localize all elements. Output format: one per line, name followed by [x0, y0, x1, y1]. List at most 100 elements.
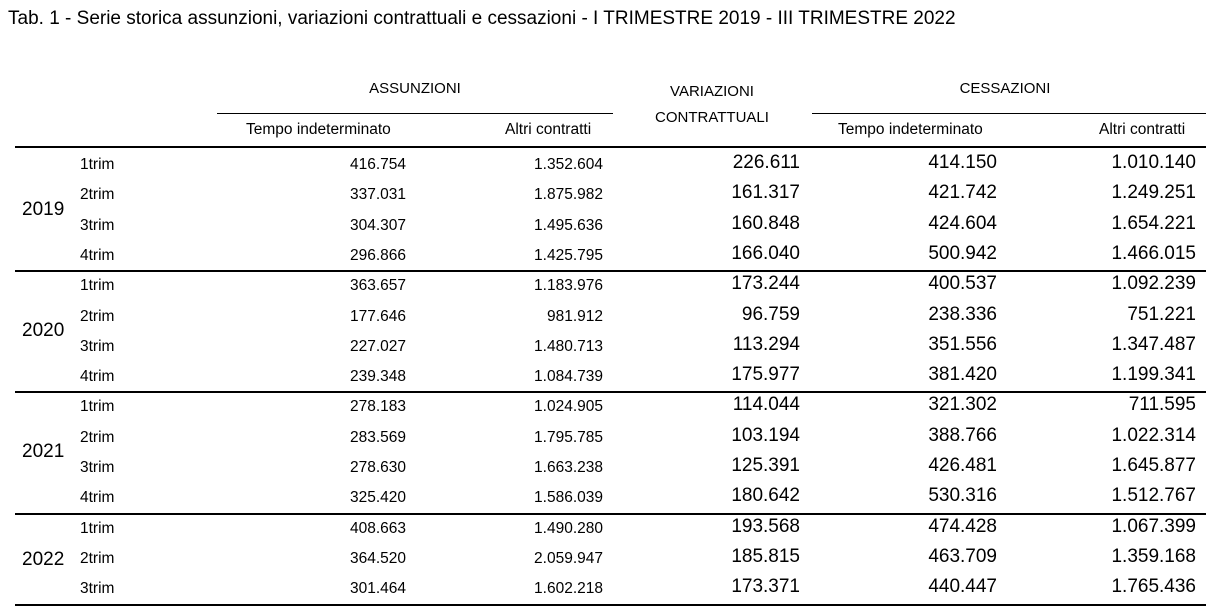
row-quarter: 2trim: [80, 428, 115, 446]
row-quarter: 3trim: [80, 216, 115, 234]
year-label: 2021: [22, 441, 65, 462]
cell-ass-tempo-indeterminato: 408.663: [349, 519, 406, 537]
cell-ces-tempo-indeterminato: 321.302: [928, 394, 997, 416]
cell-ass-tempo-indeterminato: 278.630: [349, 459, 406, 476]
cell-ass-tempo-indeterminato: 296.866: [349, 246, 406, 264]
cell-ces-altri-contratti: 711.595: [1128, 394, 1196, 416]
cell-variazioni: 185.815: [731, 545, 800, 567]
cell-ass-altri-contratti: 1.183.976: [534, 277, 603, 295]
cell-ass-tempo-indeterminato: 416.754: [349, 156, 406, 173]
row-quarter: 2trim: [80, 307, 115, 325]
cell-variazioni: 103.194: [731, 424, 800, 446]
cell-ces-altri-contratti: 1.359.168: [1111, 545, 1196, 567]
cell-ces-altri-contratti: 1.645.877: [1111, 455, 1196, 476]
cell-variazioni: 114.044: [732, 394, 800, 416]
header-assunzioni: ASSUNZIONI: [369, 80, 461, 97]
year-label: 2022: [22, 549, 65, 571]
header-variazioni-line1: VARIAZIONI: [670, 83, 754, 100]
header-cessazioni: CESSAZIONI: [959, 80, 1051, 97]
cell-variazioni: 175.977: [731, 364, 800, 386]
cell-ces-altri-contratti: 1.512.767: [1111, 485, 1196, 507]
cell-variazioni: 113.294: [732, 333, 800, 355]
cell-ces-tempo-indeterminato: 424.604: [928, 212, 997, 234]
cessazioni-underline: [812, 113, 1206, 114]
year-separator: [15, 391, 1206, 394]
cell-ass-tempo-indeterminato: 337.031: [349, 186, 406, 204]
row-quarter: 1trim: [80, 398, 115, 416]
cell-ass-altri-contratti: 1.495.636: [534, 216, 603, 234]
cell-ass-tempo-indeterminato: 364.520: [349, 549, 406, 567]
row-quarter: 1trim: [80, 156, 115, 173]
cell-variazioni: 173.244: [731, 273, 800, 295]
cell-ces-tempo-indeterminato: 530.316: [928, 485, 997, 507]
cell-ass-altri-contratti: 2.059.947: [534, 549, 603, 567]
cell-ass-tempo-indeterminato: 239.348: [349, 368, 406, 386]
cell-ass-tempo-indeterminato: 177.646: [349, 307, 406, 325]
header-ces-tempo-indeterminato: Tempo indeterminato: [838, 121, 983, 138]
header-ass-altri-contratti: Altri contratti: [505, 121, 592, 138]
cell-ces-tempo-indeterminato: 400.537: [928, 273, 997, 295]
row-quarter: 4trim: [80, 489, 115, 507]
cell-ass-altri-contratti: 1.352.604: [534, 156, 603, 173]
cell-ces-tempo-indeterminato: 421.742: [928, 182, 997, 204]
cell-ass-altri-contratti: 1.425.795: [534, 246, 603, 264]
cell-ass-altri-contratti: 1.795.785: [534, 428, 603, 446]
table-title: Tab. 1 - Serie storica assunzioni, varia…: [8, 8, 956, 29]
cell-variazioni: 173.371: [731, 576, 800, 598]
cell-ces-tempo-indeterminato: 474.428: [928, 515, 997, 537]
row-quarter: 2trim: [80, 549, 115, 567]
cell-ass-altri-contratti: 981.912: [546, 307, 603, 325]
cell-ass-tempo-indeterminato: 227.027: [349, 337, 406, 355]
cell-ass-altri-contratti: 1.602.218: [534, 580, 603, 598]
cell-ces-altri-contratti: 1.022.314: [1111, 424, 1196, 446]
cell-variazioni: 166.040: [731, 242, 800, 264]
row-quarter: 2trim: [80, 186, 115, 204]
row-quarter: 1trim: [80, 277, 115, 295]
cell-ass-altri-contratti: 1.084.739: [534, 368, 603, 386]
cell-ces-tempo-indeterminato: 381.420: [928, 364, 997, 386]
cell-ces-tempo-indeterminato: 440.447: [928, 576, 997, 598]
cell-ass-tempo-indeterminato: 363.657: [349, 277, 406, 295]
row-quarter: 1trim: [80, 519, 115, 537]
cell-variazioni: 226.611: [732, 152, 800, 173]
row-quarter: 4trim: [80, 368, 115, 386]
cell-ces-tempo-indeterminato: 238.336: [928, 303, 997, 325]
cell-ces-altri-contratti: 1.466.015: [1111, 242, 1196, 264]
row-quarter: 3trim: [80, 580, 115, 598]
cell-ces-altri-contratti: 1.067.399: [1111, 515, 1196, 537]
cell-ces-altri-contratti: 1.654.221: [1111, 212, 1196, 234]
cell-ces-altri-contratti: 1.249.251: [1111, 182, 1196, 204]
cell-ass-tempo-indeterminato: 325.420: [349, 489, 406, 507]
cell-ass-altri-contratti: 1.875.982: [534, 186, 603, 204]
year-label: 2019: [22, 198, 65, 220]
header-ass-tempo-indeterminato: Tempo indeterminato: [246, 121, 391, 138]
cell-ass-altri-contratti: 1.663.238: [534, 459, 603, 476]
row-quarter: 4trim: [80, 246, 115, 264]
cell-ces-tempo-indeterminato: 388.766: [928, 424, 997, 446]
header-ces-altri-contratti: Altri contratti: [1099, 121, 1186, 138]
cell-ass-altri-contratti: 1.586.039: [534, 489, 603, 507]
cell-ces-tempo-indeterminato: 351.556: [928, 333, 997, 355]
cell-variazioni: 96.759: [741, 303, 800, 325]
cell-variazioni: 193.568: [731, 515, 800, 537]
row-quarter: 3trim: [80, 459, 115, 476]
cell-ces-altri-contratti: 1.092.239: [1111, 273, 1196, 295]
year-separator: [15, 603, 1206, 606]
cell-ces-tempo-indeterminato: 414.150: [928, 152, 997, 173]
cell-ces-tempo-indeterminato: 500.942: [928, 242, 997, 264]
cell-ass-tempo-indeterminato: 283.569: [349, 428, 406, 446]
cell-ces-tempo-indeterminato: 426.481: [928, 455, 997, 476]
cell-variazioni: 161.317: [731, 182, 800, 204]
cell-ass-tempo-indeterminato: 278.183: [349, 398, 406, 416]
year-label: 2020: [22, 319, 65, 341]
cell-ass-altri-contratti: 1.024.905: [534, 398, 603, 416]
header-bottom-rule: [15, 146, 1206, 148]
cell-ass-tempo-indeterminato: 304.307: [349, 216, 406, 234]
row-quarter: 3trim: [80, 337, 115, 355]
cell-ces-altri-contratti: 1.010.140: [1111, 152, 1196, 173]
cell-variazioni: 125.391: [731, 455, 800, 476]
year-separator: [15, 512, 1206, 515]
cell-ass-tempo-indeterminato: 301.464: [349, 580, 406, 598]
cell-variazioni: 180.642: [731, 485, 800, 507]
cell-ces-altri-contratti: 751.221: [1127, 303, 1196, 325]
